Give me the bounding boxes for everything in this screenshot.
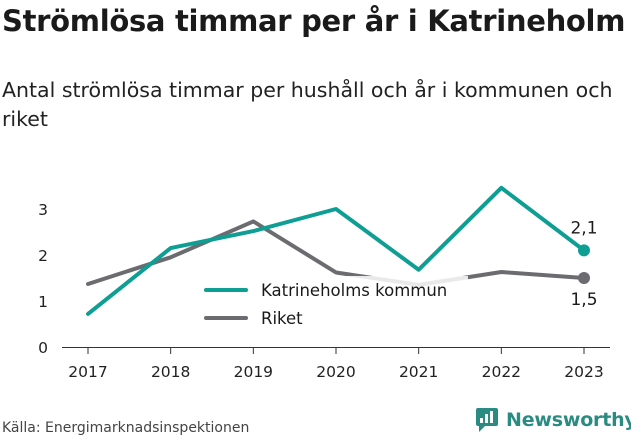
x-tick-label: 2022 xyxy=(482,363,521,381)
axes: 2017 2018 2019 2020 2021 2022 2023 0 1 2 3 xyxy=(38,201,610,381)
legend: Katrineholms kommun Riket xyxy=(198,276,468,334)
legend-label-riket: Riket xyxy=(261,309,303,328)
page-subtitle: Antal strömlösa timmar per hushåll och å… xyxy=(2,78,613,131)
x-tick-label: 2021 xyxy=(399,363,438,381)
y-tick-label: 3 xyxy=(38,201,48,219)
x-tick-label: 2019 xyxy=(234,363,273,381)
newsworthy-logo-icon xyxy=(476,408,498,432)
end-label-riket: 1,5 xyxy=(570,290,597,310)
brand-name: Newsworthy xyxy=(506,409,631,431)
series-line-riket xyxy=(86,219,586,287)
page-title: Strömlösa timmar per år i Katrineholm xyxy=(2,4,626,38)
y-tick-label: 1 xyxy=(38,293,48,311)
x-tick-label: 2023 xyxy=(564,363,603,381)
end-labels: 2,1 1,5 xyxy=(570,218,597,310)
x-tick-label: 2020 xyxy=(316,363,355,381)
brand: Newsworthy xyxy=(476,408,631,432)
y-tick-label: 2 xyxy=(38,247,48,265)
end-point-riket xyxy=(578,272,590,284)
legend-background xyxy=(198,276,468,334)
source-note: Källa: Energimarknadsinspektionen xyxy=(2,420,250,436)
series-line-katrineholm xyxy=(86,185,586,316)
legend-label-katrineholm: Katrineholms kommun xyxy=(261,281,447,300)
end-point-katrineholm xyxy=(578,244,590,257)
series-lines xyxy=(86,185,590,316)
x-tick-label: 2018 xyxy=(151,363,190,381)
x-tick-label: 2017 xyxy=(68,363,107,381)
y-tick-label: 0 xyxy=(38,339,48,357)
end-label-katrineholm: 2,1 xyxy=(570,218,597,238)
